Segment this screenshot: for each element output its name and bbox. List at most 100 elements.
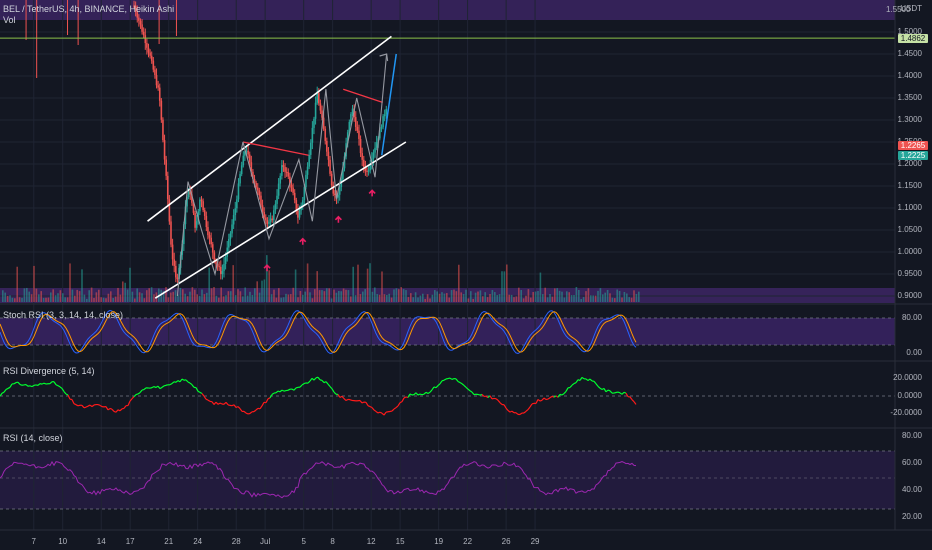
volume-bar — [470, 291, 472, 302]
top-resistance-zone — [0, 0, 895, 20]
volume-bar — [597, 290, 599, 302]
divergence-segment — [589, 378, 593, 382]
volume-bar — [402, 289, 405, 302]
volume-bar — [16, 266, 18, 302]
divergence-segment — [201, 393, 205, 397]
candle-body — [247, 150, 249, 155]
volume-bar — [323, 291, 326, 302]
volume-bar — [182, 289, 184, 302]
candle-body — [306, 166, 309, 175]
rsi-title[interactable]: RSI (14, close) — [3, 433, 63, 443]
candle-body — [208, 235, 211, 238]
divergence-segment — [431, 386, 435, 391]
price-axis-label: 1.5000 — [897, 27, 922, 36]
volume-bar — [98, 289, 100, 302]
volume-bar — [366, 268, 369, 302]
volume-bar — [237, 289, 239, 302]
volume-bar — [124, 282, 126, 302]
divergence-segment — [189, 382, 193, 386]
volume-bar — [311, 298, 314, 302]
candle-body — [228, 238, 230, 248]
channel-lower-line — [154, 141, 407, 299]
candle-body — [242, 155, 245, 166]
divergence-segment — [249, 411, 253, 414]
divergence-segment — [109, 407, 113, 410]
volume-bar — [136, 288, 138, 302]
volume-bar — [544, 287, 546, 302]
time-axis-label: 19 — [434, 537, 444, 546]
divergence-segment — [549, 395, 553, 399]
divergence-segment — [477, 393, 481, 396]
divergence-segment — [427, 391, 431, 394]
price-axis-label: 1.1500 — [897, 181, 922, 190]
volume-label[interactable]: Vol — [3, 15, 16, 25]
candle-body — [332, 185, 335, 194]
candle-body — [289, 176, 291, 185]
candle-body — [232, 215, 235, 225]
volume-bar — [270, 294, 273, 302]
divergence-segment — [187, 381, 191, 384]
volume-bar — [275, 297, 278, 302]
candle-body — [207, 227, 209, 236]
divergence-segment — [379, 411, 383, 414]
volume-bar — [333, 289, 335, 302]
candle-body — [256, 187, 259, 191]
buy-marker-arrow — [299, 237, 307, 245]
rsi-divergence-title[interactable]: RSI Divergence (5, 14) — [3, 366, 95, 376]
candle-body — [219, 266, 222, 275]
currency-label[interactable]: USDT — [900, 4, 922, 13]
volume-bar — [126, 289, 129, 302]
volume-bar — [482, 296, 484, 302]
candle-body — [226, 247, 229, 257]
time-axis-label: 10 — [58, 537, 68, 546]
candle-body — [346, 132, 349, 144]
candle-body — [364, 166, 367, 172]
volume-bar — [414, 292, 417, 302]
volume-bar — [383, 294, 386, 302]
channel-upper-line — [147, 35, 392, 222]
candle-body — [176, 277, 179, 280]
volume-bar — [294, 269, 297, 302]
divergence-segment — [459, 382, 463, 385]
candle-body — [139, 20, 142, 25]
volume-bar — [467, 298, 470, 302]
time-axis-label: 12 — [366, 537, 376, 546]
volume-bar — [506, 264, 508, 302]
volume-bar — [167, 297, 170, 302]
candle-body — [173, 259, 176, 266]
volume-bar — [191, 287, 194, 302]
volume-bar — [599, 288, 602, 302]
divergence-segment — [49, 381, 53, 385]
volume-bar — [417, 297, 419, 302]
volume-bar — [388, 293, 390, 302]
candle-body — [274, 203, 277, 211]
volume-bar — [172, 291, 174, 302]
stoch-rsi-title[interactable]: Stoch RSI (3, 3, 14, 14, close) — [3, 310, 124, 320]
divergence-segment — [327, 383, 331, 387]
divergence-line-2 — [343, 88, 383, 104]
volume-bar — [42, 297, 45, 302]
divergence-segment — [5, 387, 9, 391]
volume-bar — [563, 297, 566, 302]
divergence-segment — [43, 382, 47, 385]
divergence-segment — [443, 378, 447, 381]
candle-body — [237, 183, 240, 200]
divergence-segment — [25, 384, 29, 387]
divergence-segment — [155, 385, 159, 389]
volume-bar — [371, 291, 374, 302]
volume-bar — [352, 266, 354, 302]
volume-bar — [525, 295, 527, 302]
divergence-segment — [233, 404, 237, 408]
divergence-segment — [407, 393, 411, 398]
volume-bar — [150, 287, 153, 302]
volume-bar — [148, 288, 150, 302]
volume-bar — [6, 295, 9, 302]
volume-bar — [453, 289, 455, 302]
divergence-segment — [197, 390, 201, 393]
divergence-segment — [171, 381, 175, 384]
divergence-segment — [185, 379, 189, 383]
symbol-title[interactable]: BEL / TetherUS, 4h, BINANCE, Heikin Ashi — [3, 4, 175, 14]
candle-body — [224, 256, 227, 264]
volume-bar — [450, 290, 453, 302]
